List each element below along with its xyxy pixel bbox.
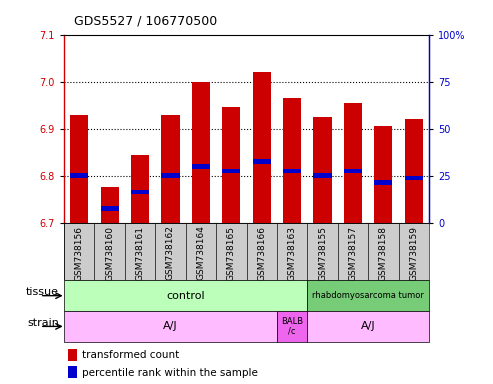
Bar [252, 159, 271, 164]
Text: strain: strain [27, 318, 59, 328]
Text: percentile rank within the sample: percentile rank within the sample [82, 367, 258, 377]
Text: A/J: A/J [163, 321, 178, 331]
Text: BALB
/c: BALB /c [281, 317, 303, 336]
FancyBboxPatch shape [216, 223, 246, 280]
Text: transformed count: transformed count [82, 350, 179, 360]
Bar [344, 169, 362, 173]
Bar [161, 173, 179, 178]
Text: GSM738164: GSM738164 [196, 226, 206, 280]
FancyBboxPatch shape [125, 223, 155, 280]
FancyBboxPatch shape [64, 311, 277, 342]
Text: tissue: tissue [26, 287, 59, 297]
Text: GSM738157: GSM738157 [349, 226, 357, 281]
FancyBboxPatch shape [95, 223, 125, 280]
Bar [374, 126, 392, 223]
FancyBboxPatch shape [307, 311, 429, 342]
Text: A/J: A/J [361, 321, 375, 331]
Bar [283, 169, 301, 173]
Text: GSM738158: GSM738158 [379, 226, 388, 281]
FancyBboxPatch shape [246, 223, 277, 280]
Bar [131, 190, 149, 194]
Text: GSM738165: GSM738165 [227, 226, 236, 281]
Text: GSM738162: GSM738162 [166, 226, 175, 280]
Text: GDS5527 / 106770500: GDS5527 / 106770500 [74, 15, 217, 28]
Bar [222, 169, 241, 173]
Text: GSM738166: GSM738166 [257, 226, 266, 281]
Bar [192, 164, 210, 169]
Bar [70, 173, 88, 178]
Bar [374, 180, 392, 185]
Bar [68, 349, 77, 361]
FancyBboxPatch shape [368, 223, 398, 280]
Text: GSM738160: GSM738160 [105, 226, 114, 281]
Bar [101, 187, 119, 223]
FancyBboxPatch shape [186, 223, 216, 280]
Bar [252, 72, 271, 223]
Bar [70, 114, 88, 223]
FancyBboxPatch shape [155, 223, 186, 280]
Text: rhabdomyosarcoma tumor: rhabdomyosarcoma tumor [312, 291, 424, 300]
Text: GSM738155: GSM738155 [318, 226, 327, 281]
FancyBboxPatch shape [398, 223, 429, 280]
Bar [344, 103, 362, 223]
Bar [222, 108, 241, 223]
Text: GSM738161: GSM738161 [136, 226, 144, 281]
Bar [192, 81, 210, 223]
Bar [101, 206, 119, 211]
Bar [314, 117, 332, 223]
Bar [131, 154, 149, 223]
Bar [161, 114, 179, 223]
Bar [283, 98, 301, 223]
FancyBboxPatch shape [277, 311, 307, 342]
FancyBboxPatch shape [307, 280, 429, 311]
Text: control: control [166, 291, 205, 301]
FancyBboxPatch shape [307, 223, 338, 280]
Bar [405, 175, 423, 180]
FancyBboxPatch shape [277, 223, 307, 280]
Bar [405, 119, 423, 223]
Bar [314, 173, 332, 178]
FancyBboxPatch shape [338, 223, 368, 280]
Bar [68, 366, 77, 379]
Text: GSM738156: GSM738156 [75, 226, 84, 281]
Text: GSM738159: GSM738159 [409, 226, 418, 281]
Text: GSM738163: GSM738163 [287, 226, 297, 281]
FancyBboxPatch shape [64, 280, 307, 311]
FancyBboxPatch shape [64, 223, 95, 280]
